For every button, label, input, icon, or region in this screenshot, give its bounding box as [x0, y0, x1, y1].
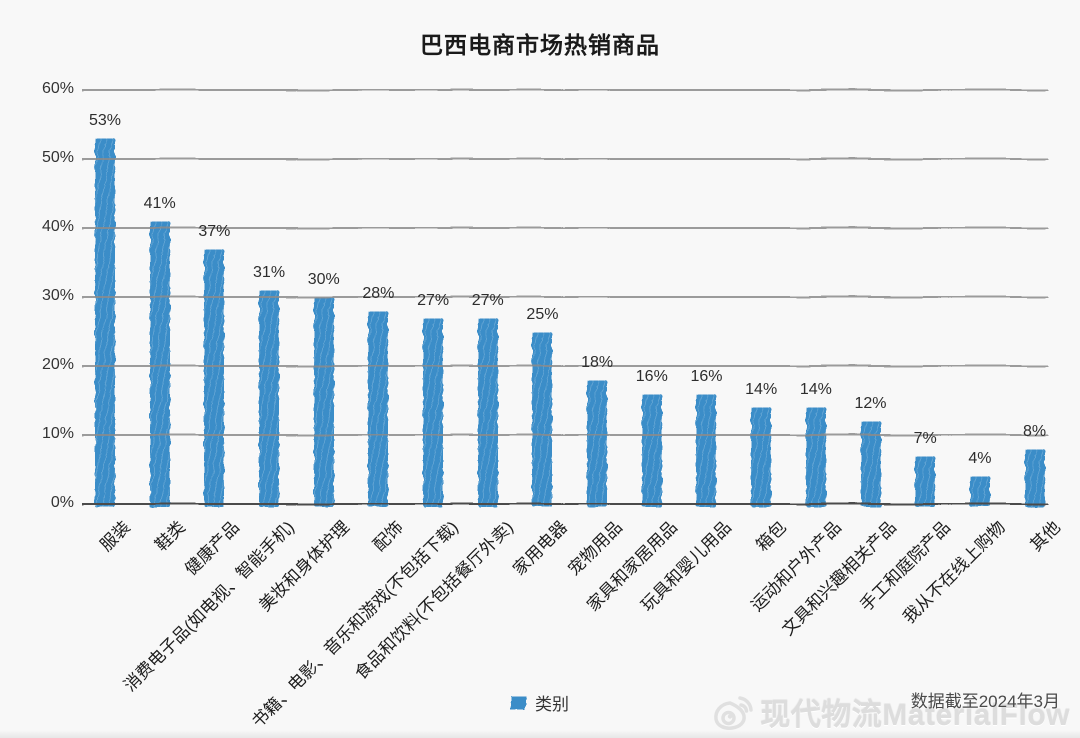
bar	[259, 290, 280, 507]
y-tick-label: 50%	[41, 149, 74, 166]
weibo-logo-icon	[714, 696, 754, 730]
bar-value-label: 8%	[1022, 422, 1047, 440]
bar	[477, 317, 498, 507]
watermark-text: 现代物流MaterialFlow	[760, 699, 1070, 732]
bar	[587, 379, 608, 507]
bar	[751, 407, 772, 507]
x-axis-line	[82, 503, 1048, 505]
grid-line	[82, 89, 1048, 91]
bar	[805, 407, 826, 507]
legend: 类别	[0, 690, 1080, 715]
bar-value-label: 12%	[854, 395, 887, 413]
bar-value-label: 18%	[581, 353, 614, 371]
y-tick-label: 10%	[41, 425, 74, 442]
bar	[423, 317, 444, 507]
bar-value-label: 27%	[417, 291, 450, 309]
category-label: 服装	[96, 517, 134, 556]
bar	[313, 297, 334, 507]
legend-swatch-icon	[511, 695, 526, 710]
bar-value-label: 16%	[690, 367, 723, 385]
y-tick-label: 0%	[50, 494, 74, 511]
bar-value-label: 16%	[635, 367, 668, 385]
bar-value-label: 14%	[745, 381, 778, 399]
bar	[204, 248, 225, 507]
watermark: 现代物流MaterialFlow	[713, 690, 1070, 734]
grid-line	[82, 296, 1048, 298]
legend-label: 类别	[535, 695, 569, 714]
bar-value-label: 25%	[526, 305, 559, 323]
bar	[860, 421, 881, 507]
footnote: 数据截至2024年3月	[910, 692, 1060, 711]
y-tick-label: 20%	[41, 356, 74, 373]
bar-value-label: 4%	[968, 450, 992, 468]
bar-value-label: 30%	[307, 271, 340, 288]
grid-line	[82, 158, 1048, 160]
category-label: 其他	[1026, 517, 1064, 556]
bar-value-label: 14%	[799, 381, 832, 399]
bar-value-label: 7%	[913, 429, 937, 447]
bar-value-label: 37%	[198, 222, 231, 240]
chart-title: 巴西电商市场热销商品	[420, 32, 660, 58]
bar	[696, 393, 717, 507]
grid-line	[82, 434, 1048, 436]
category-label: 箱包	[752, 517, 791, 556]
y-tick-label: 60%	[41, 80, 74, 97]
bar	[969, 476, 990, 507]
grid-line	[82, 365, 1048, 367]
bar-value-label: 31%	[253, 264, 286, 282]
bottom-edge-shade	[0, 730, 1080, 738]
bar-value-label: 53%	[88, 112, 122, 130]
category-label: 配饰	[369, 517, 408, 556]
category-label: 家用电器	[509, 517, 572, 580]
category-label: 鞋类	[151, 517, 189, 556]
bar	[915, 455, 936, 507]
bar	[532, 331, 553, 507]
bar-value-label: 28%	[362, 284, 395, 302]
y-tick-label: 40%	[41, 218, 74, 235]
bar-value-label: 41%	[143, 195, 176, 213]
bar-value-label: 27%	[471, 291, 504, 309]
bar	[641, 393, 662, 507]
grid-line	[82, 227, 1048, 229]
bar	[95, 138, 115, 507]
bar	[368, 310, 389, 507]
bar	[1024, 448, 1045, 507]
y-tick-label: 30%	[41, 287, 74, 304]
